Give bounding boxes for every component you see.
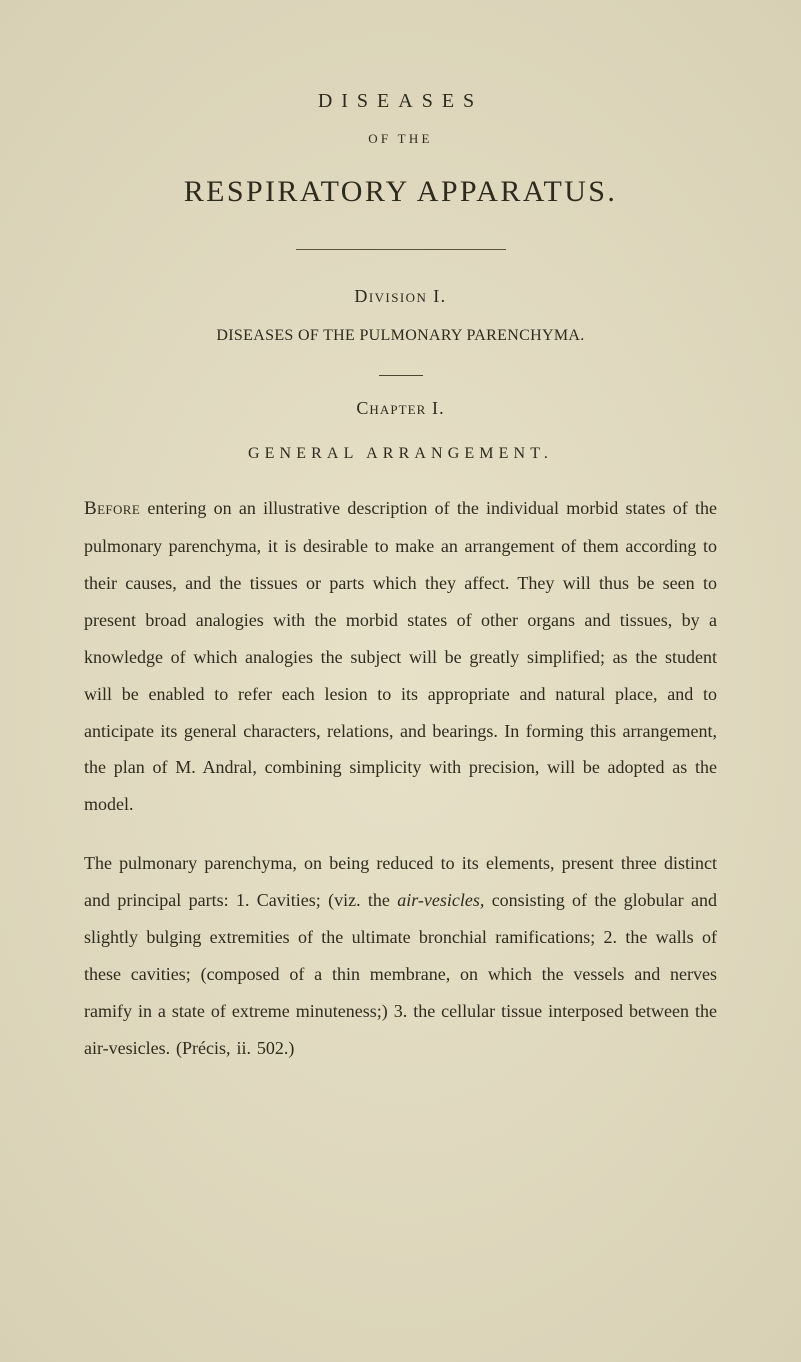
paragraph-2: The pulmonary parenchyma, on being reduc…	[84, 845, 717, 1066]
paragraph-1-body: entering on an illustrative description …	[84, 498, 717, 814]
division-label: Division I.	[84, 286, 717, 307]
chapter-heading: GENERAL ARRANGEMENT.	[84, 445, 717, 463]
paragraph-2-emphasis: air-vesicles,	[397, 890, 484, 910]
division-subtitle: DISEASES OF THE PULMONARY PARENCHYMA.	[84, 327, 717, 345]
paragraph-2-part-b: consisting of the globular and slightly …	[84, 890, 717, 1058]
title-diseases: DISEASES	[84, 90, 717, 113]
paragraph-1: Before entering on an illustrative descr…	[84, 489, 717, 823]
paragraph-1-leadword: Before	[84, 498, 140, 519]
subtitle-of-the: OF THE	[84, 131, 717, 147]
chapter-label: Chapter I.	[84, 398, 717, 419]
short-rule-1	[379, 375, 423, 376]
title-respiratory-apparatus: RESPIRATORY APPARATUS.	[84, 175, 717, 209]
horizontal-rule	[296, 249, 506, 250]
